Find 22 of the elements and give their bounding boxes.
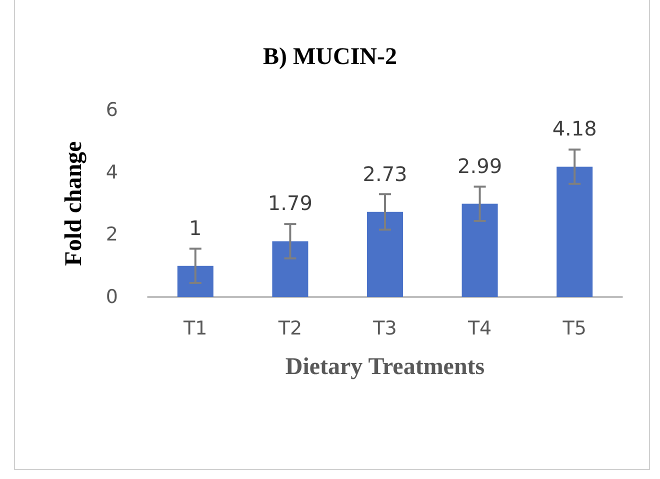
bar <box>177 266 214 297</box>
x-tick-label: T5 <box>562 318 586 340</box>
bar <box>556 166 593 297</box>
data-label: 2.99 <box>458 154 502 178</box>
y-axis-title: Fold change <box>61 140 87 266</box>
bar <box>272 241 308 297</box>
bar <box>367 212 403 297</box>
y-tick-label: 0 <box>106 286 118 308</box>
bar <box>462 204 498 297</box>
x-tick-label: T1 <box>182 318 208 340</box>
y-tick-label: 6 <box>106 99 118 121</box>
y-tick-label: 2 <box>106 224 118 246</box>
data-label: 2.73 <box>362 162 408 186</box>
x-tick-label: T3 <box>372 318 397 340</box>
chart-title: B) MUCIN-2 <box>263 44 397 70</box>
x-tick-label: T2 <box>277 318 302 340</box>
x-axis-title: Dietary Treatments <box>285 354 485 380</box>
data-label: 1.79 <box>268 191 312 216</box>
y-tick-label: 4 <box>106 161 118 184</box>
x-tick-label: T4 <box>466 318 492 340</box>
data-label: 1 <box>189 216 202 240</box>
data-label: 4.18 <box>552 116 597 141</box>
